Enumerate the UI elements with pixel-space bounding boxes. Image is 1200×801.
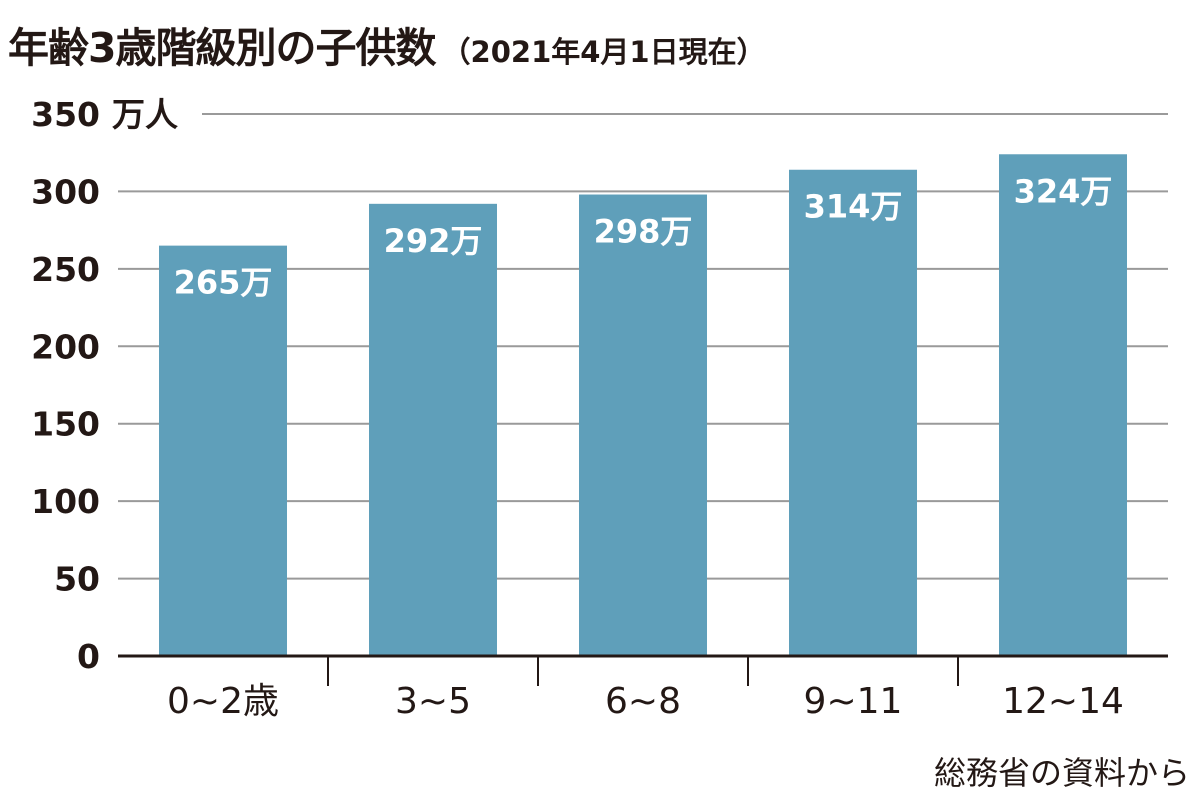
x-tick-label: 12~14 bbox=[1002, 681, 1124, 722]
bar bbox=[159, 245, 287, 656]
bar-value-label: 265万 bbox=[174, 264, 273, 302]
y-tick-label: 300 bbox=[31, 172, 100, 211]
y-tick-label: 250 bbox=[31, 250, 100, 289]
bar-value-label: 324万 bbox=[1014, 172, 1113, 210]
y-tick-label: 150 bbox=[31, 405, 100, 444]
chart-title-row: 年齢3歳階級別の子供数 （2021年4月1日現在） bbox=[8, 14, 766, 74]
bar bbox=[369, 203, 497, 656]
bar bbox=[999, 154, 1127, 656]
y-tick-label: 350 bbox=[31, 95, 100, 134]
bar-value-label: 298万 bbox=[594, 213, 693, 251]
bar bbox=[789, 169, 917, 656]
y-tick-label: 0 bbox=[77, 637, 100, 676]
bar-value-label: 292万 bbox=[384, 222, 483, 260]
source-note: 総務省の資料から bbox=[933, 754, 1190, 792]
x-tick-label: 0~2歳 bbox=[167, 681, 279, 722]
y-tick-label: 50 bbox=[54, 560, 100, 599]
y-tick-label: 200 bbox=[31, 327, 100, 366]
y-unit-label: 万人 bbox=[112, 95, 178, 134]
y-tick-label: 100 bbox=[31, 482, 100, 521]
bar-value-label: 314万 bbox=[804, 188, 903, 226]
x-tick-label: 9~11 bbox=[804, 681, 903, 722]
chart-title: 年齢3歳階級別の子供数 bbox=[8, 24, 437, 72]
x-tick-label: 3~5 bbox=[395, 681, 471, 722]
x-tick-label: 6~8 bbox=[605, 681, 681, 722]
chart-subtitle: （2021年4月1日現在） bbox=[441, 35, 766, 69]
bar bbox=[579, 194, 707, 657]
